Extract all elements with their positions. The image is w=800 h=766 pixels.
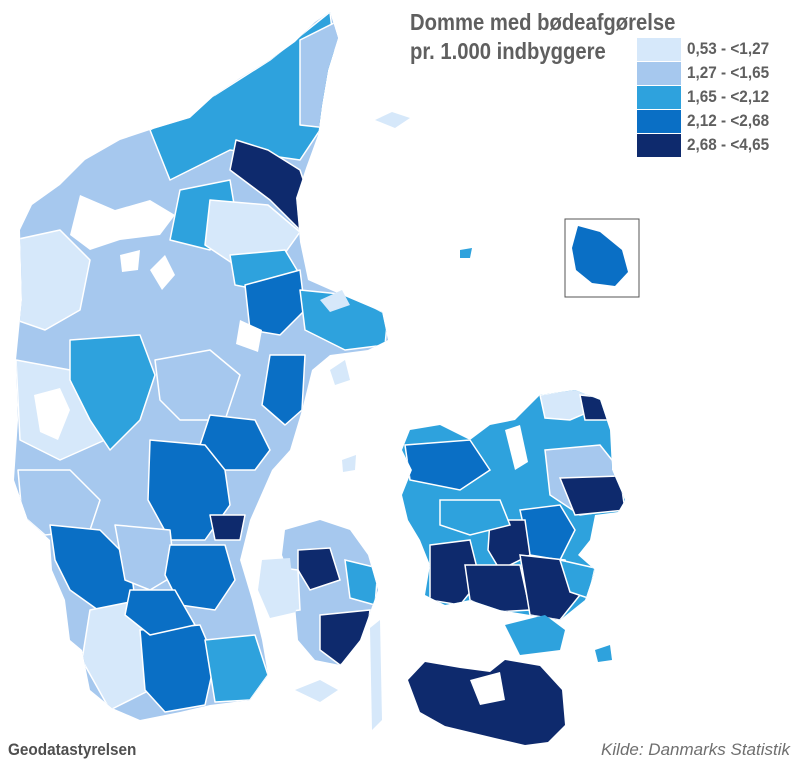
- source-label: Kilde: Danmarks Statistik: [601, 740, 790, 759]
- jutland-region: [14, 12, 388, 720]
- legend-swatch: [637, 38, 681, 61]
- legend-label: 0,53 - <1,27: [687, 39, 770, 58]
- legend-swatch: [637, 86, 681, 109]
- zealand-region: [402, 390, 625, 620]
- small-islands: [295, 112, 612, 730]
- map-title: Domme med bødeafgørelse pr. 1.000 indbyg…: [410, 8, 675, 66]
- legend-label: 1,27 - <1,65: [687, 63, 770, 82]
- legend-label: 2,68 - <4,65: [687, 135, 770, 154]
- credit-label: Geodatastyrelsen: [8, 740, 137, 759]
- map-title-line2: pr. 1.000 indbyggere: [410, 38, 606, 64]
- funen-region: [258, 520, 378, 665]
- legend-label: 2,12 - <2,68: [687, 111, 770, 130]
- bornholm-inset: [564, 218, 640, 298]
- legend-swatch: [637, 62, 681, 85]
- legend-swatch: [637, 134, 681, 157]
- lolland-falster-region: [408, 660, 565, 745]
- legend-swatch: [637, 110, 681, 133]
- map-title-line1: Domme med bødeafgørelse: [410, 9, 676, 35]
- legend-label: 1,65 - <2,12: [687, 87, 770, 106]
